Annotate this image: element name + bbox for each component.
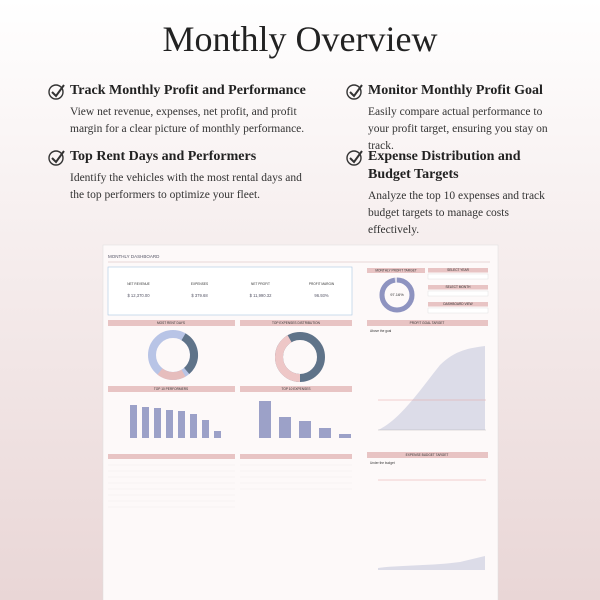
page-title: Monthly Overview	[162, 19, 438, 59]
decoration-rect	[240, 320, 352, 326]
decoration-path	[378, 346, 485, 430]
decoration-rect	[202, 420, 209, 438]
decoration-rect	[214, 431, 221, 438]
selector-header	[428, 285, 488, 290]
feature-title: Monitor Monthly Profit Goal	[346, 82, 561, 100]
decoration-rect	[367, 452, 488, 458]
selector-box[interactable]	[427, 290, 489, 297]
decoration-rect	[178, 411, 185, 438]
decoration-rect	[319, 428, 331, 438]
check-icon	[48, 84, 65, 100]
decoration-rect	[279, 417, 291, 438]
selector-box[interactable]	[427, 273, 489, 280]
selector-label: SELECT MONTH	[446, 285, 472, 289]
decoration-rect	[166, 410, 173, 438]
decoration-rect	[367, 268, 425, 273]
check-icon	[48, 150, 65, 166]
dashboard-title: MONTHLY DASHBOARD	[108, 254, 160, 259]
gauge-value: 97.16%	[390, 292, 404, 297]
decoration-rect	[190, 414, 197, 438]
panel-title: EXPENSE BUDGET TARGET	[406, 453, 449, 457]
feature-text: Identify the vehicles with the most rent…	[70, 172, 302, 201]
decoration-path	[378, 556, 485, 570]
decoration-circle	[148, 330, 198, 380]
panel-title: TOP 10 EXPENSES	[282, 387, 311, 391]
panel-title: MONTHLY PROFIT TARGET	[375, 268, 416, 272]
panel-title: MOST RENT DAYS	[157, 321, 185, 325]
selector-header	[428, 302, 488, 307]
feature-title: Track Monthly Profit and Performance	[48, 82, 308, 100]
decoration-rect	[367, 320, 488, 326]
panel-title: TOP EXPENSES DISTRIBUTION	[272, 321, 321, 325]
kpi-value: 96.93%	[314, 293, 328, 298]
decoration-circle	[148, 330, 198, 380]
selector-label: SELECT YEAR	[447, 268, 470, 272]
decoration-circle	[379, 277, 415, 313]
kpi-label: NET PROFIT	[251, 282, 270, 286]
decoration-rect	[107, 266, 353, 316]
decoration-rect	[108, 454, 235, 459]
decoration-rect	[299, 421, 311, 438]
selector-box[interactable]	[427, 307, 489, 314]
feature-text: Analyze the top 10 expenses and track bu…	[368, 190, 545, 236]
selector-header	[428, 268, 488, 273]
feature-title-text: Top Rent Days and Performers	[70, 149, 257, 164]
feature-title: Top Rent Days and Performers	[48, 148, 308, 166]
kpi-value: $ 11,990.32	[250, 293, 272, 298]
feature: Expense Distribution and Budget Targets …	[346, 148, 561, 239]
feature: Monitor Monthly Profit Goal Easily compa…	[346, 82, 561, 155]
feature-text: View net revenue, expenses, net profit, …	[70, 106, 305, 135]
decoration-rect	[108, 386, 235, 392]
feature: Track Monthly Profit and Performance Vie…	[48, 82, 308, 138]
decoration-circle	[275, 332, 325, 382]
goal-status: Above the goal	[370, 329, 392, 333]
budget-status: Under the budget	[370, 461, 395, 465]
decoration-rect	[259, 401, 271, 438]
feature-title: Expense Distribution and Budget Targets	[346, 148, 561, 184]
shape-group	[130, 401, 351, 438]
decoration-rect	[339, 434, 351, 438]
selector-label: DASHBOARD VIEW	[443, 302, 472, 306]
feature-text: Easily compare actual performance to you…	[368, 106, 548, 152]
feature-title-text: Monitor Monthly Profit Goal	[368, 83, 543, 98]
check-icon	[346, 150, 363, 166]
decoration-rect	[240, 454, 352, 459]
decoration-rect	[142, 407, 149, 438]
shape-group	[108, 464, 352, 508]
check-icon	[346, 84, 363, 100]
decoration-rect	[240, 386, 352, 392]
panel-title: PROFIT GOAL TARGET	[410, 321, 445, 325]
panel-title: TOP 10 PERFORMERS	[154, 387, 188, 391]
feature: Top Rent Days and Performers Identify th…	[48, 148, 308, 204]
kpi-value: $ 379.68	[191, 293, 208, 298]
decoration-rect	[130, 405, 137, 438]
feature-title-text: Expense Distribution and Budget Targets	[368, 149, 521, 182]
feature-title-text: Track Monthly Profit and Performance	[70, 83, 306, 98]
kpi-label: NET REVENUE	[127, 282, 150, 286]
kpi-label: PROFIT MARGIN	[309, 282, 335, 286]
decoration-rect	[108, 320, 235, 326]
kpi-label: EXPENSES	[191, 282, 208, 286]
decoration-rect	[154, 408, 161, 438]
kpi-value: $ 12,370.00	[127, 293, 150, 298]
